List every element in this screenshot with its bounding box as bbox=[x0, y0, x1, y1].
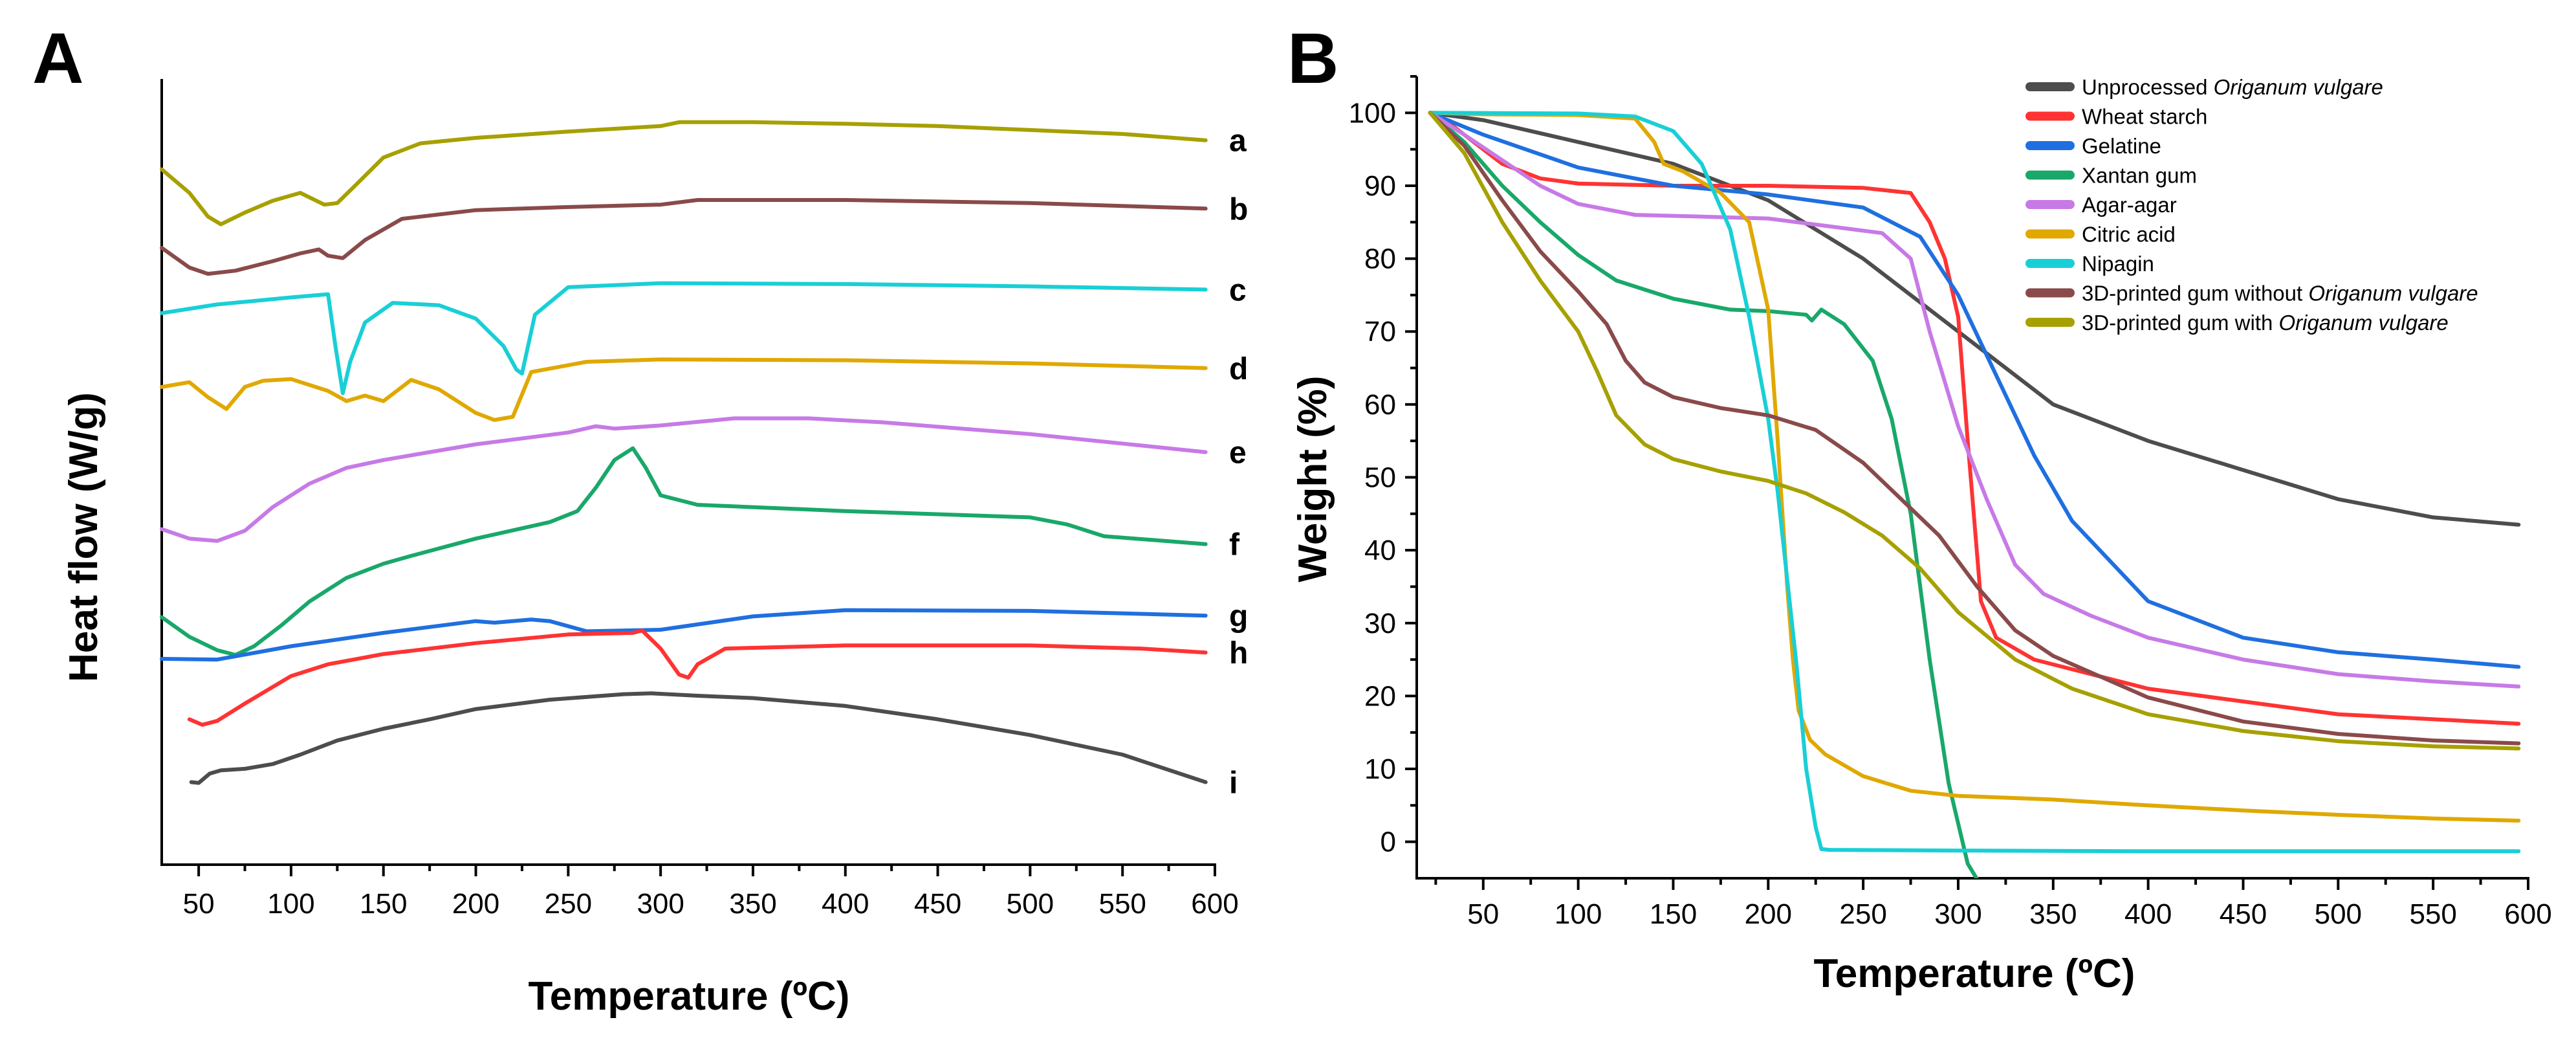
panel-a-x-ticks bbox=[197, 865, 1216, 876]
panel-b-y-tick-label: 50 bbox=[1364, 462, 1396, 494]
panel-b-y-tick-label: 90 bbox=[1364, 170, 1396, 202]
panel-b-x-tick-label: 600 bbox=[2504, 898, 2551, 930]
panel-a-curve-a bbox=[160, 120, 1208, 227]
panel-a-curve-label-a: a bbox=[1229, 124, 1247, 159]
panel-b-legend-label: Wheat starch bbox=[2082, 105, 2207, 129]
panel-b-curve-2 bbox=[1428, 111, 2521, 726]
panel-a-curve-c bbox=[160, 281, 1208, 395]
panel-a-curve-e bbox=[160, 416, 1208, 543]
panel-a-curve-g bbox=[160, 608, 1208, 662]
panel-b: B 50 100 150 200 250 300 350 400 450 500 550 600 0 1… bbox=[1287, 19, 2552, 996]
panel-a-x-tick-label: 150 bbox=[360, 888, 407, 920]
panel-a-curve-h bbox=[187, 628, 1208, 727]
panel-b-x-tick-label: 100 bbox=[1555, 898, 1602, 930]
panel-b-curve-4 bbox=[1428, 111, 1979, 878]
panel-b-legend-label: 3D-printed gum without Origanum vulgare bbox=[2082, 282, 2478, 305]
panel-b-y-axis-title: Weight (%) bbox=[1291, 375, 1335, 582]
panel-a-x-tick-label: 300 bbox=[637, 888, 684, 920]
panel-b-x-tick-label: 400 bbox=[2124, 898, 2172, 930]
panel-a-curve-label-g: g bbox=[1229, 599, 1248, 634]
panel-a-series bbox=[160, 120, 1208, 785]
panel-b-curve-8 bbox=[1428, 111, 2521, 746]
panel-a-x-tick-label: 600 bbox=[1191, 888, 1238, 920]
panel-a-curve-label-i: i bbox=[1229, 766, 1238, 801]
panel-a-curve-label-b: b bbox=[1229, 192, 1248, 227]
panel-b-curve-7 bbox=[1428, 111, 2521, 854]
panel-b-legend-label: Gelatine bbox=[2082, 134, 2161, 158]
panel-a-curve-i bbox=[189, 691, 1208, 785]
panel-a-y-axis-title: Heat flow (W/g) bbox=[61, 392, 106, 682]
panel-b-legend-label: Nipagin bbox=[2082, 252, 2154, 276]
panel-b-curve-9 bbox=[1428, 111, 2521, 751]
panel-b-curve-5 bbox=[1428, 111, 2521, 689]
panel-b-y-tick-label: 40 bbox=[1364, 535, 1396, 566]
panel-a-x-tick-label: 50 bbox=[183, 888, 215, 920]
panel-a-curve-b bbox=[160, 198, 1208, 276]
panel-a: A 50 100 150 200 250 300 350 400 450 500 550 600 ab… bbox=[32, 19, 1248, 1019]
panel-a-x-tick-label: 400 bbox=[822, 888, 869, 920]
panel-b-y-tick-label: 60 bbox=[1364, 389, 1396, 421]
panel-a-curve-label-f: f bbox=[1229, 528, 1240, 562]
panel-a-curve-label-h: h bbox=[1229, 636, 1248, 671]
panel-b-legend-label: Xantan gum bbox=[2082, 164, 2197, 188]
panel-a-curve-f bbox=[160, 446, 1208, 657]
panel-b-x-ticks bbox=[1434, 878, 2529, 890]
panel-b-x-tick-label: 50 bbox=[1467, 898, 1499, 930]
panel-b-x-tick-label: 500 bbox=[2315, 898, 2362, 930]
panel-a-curve-label-c: c bbox=[1229, 273, 1247, 307]
panel-a-curve-d bbox=[160, 357, 1208, 422]
panel-b-curve-3 bbox=[1428, 111, 2521, 669]
panel-a-x-tick-label: 500 bbox=[1007, 888, 1054, 920]
panel-b-y-tick-label: 10 bbox=[1364, 753, 1396, 785]
panel-b-legend-label: Agar-agar bbox=[2082, 193, 2177, 217]
panel-b-x-tick-label: 200 bbox=[1745, 898, 1792, 930]
panel-a-x-tick-label: 100 bbox=[267, 888, 314, 920]
panel-b-y-tick-label: 80 bbox=[1364, 243, 1396, 275]
panel-b-y-tick-label: 30 bbox=[1364, 608, 1396, 639]
panel-b-x-tick-label: 450 bbox=[2220, 898, 2267, 930]
panel-b-legend: Unprocessed Origanum vulgare Wheat starch… bbox=[2025, 75, 2478, 335]
panel-a-curve-label-e: e bbox=[1229, 436, 1247, 471]
panel-a-x-tick-label: 450 bbox=[914, 888, 961, 920]
panel-a-x-tick-label: 250 bbox=[545, 888, 592, 920]
panel-b-y-tick-label: 0 bbox=[1381, 826, 1396, 858]
panel-a-letter: A bbox=[32, 19, 83, 98]
panel-b-legend-label: Unprocessed Origanum vulgare bbox=[2082, 75, 2383, 99]
panel-b-y-tick-label: 20 bbox=[1364, 680, 1396, 712]
panel-a-x-tick-label: 550 bbox=[1098, 888, 1146, 920]
panel-b-y-ticks bbox=[1405, 75, 1417, 843]
panel-b-x-tick-label: 550 bbox=[2409, 898, 2456, 930]
panel-a-curve-label-d: d bbox=[1229, 352, 1248, 386]
panel-b-x-axis-title: Temperature (ºC) bbox=[1814, 951, 2135, 996]
panel-a-curve-labels: ab c d e f gh i bbox=[1229, 124, 1248, 801]
panel-b-y-tick-label: 70 bbox=[1364, 316, 1396, 348]
panel-b-y-tick-label: 100 bbox=[1349, 97, 1396, 129]
panel-b-letter: B bbox=[1287, 19, 1338, 98]
panel-b-x-tick-label: 150 bbox=[1650, 898, 1697, 930]
panel-a-x-tick-label: 350 bbox=[729, 888, 776, 920]
panel-a-x-tick-labels: 50 100 150 200 250 300 350 400 450 500 550 600 bbox=[183, 888, 1239, 920]
panel-a-x-axis-title: Temperature (ºC) bbox=[529, 974, 850, 1019]
panel-b-x-tick-label: 350 bbox=[2029, 898, 2077, 930]
panel-b-y-tick-labels: 0 10 20 30 40 50 60 70 80 90 100 bbox=[1349, 97, 1396, 858]
panel-b-x-tick-labels: 50 100 150 200 250 300 350 400 450 500 550 600 bbox=[1467, 898, 2551, 930]
panel-b-legend-label: 3D-printed gum with Origanum vulgare bbox=[2082, 311, 2449, 335]
panel-a-x-tick-label: 200 bbox=[452, 888, 499, 920]
panel-b-x-tick-label: 250 bbox=[1839, 898, 1886, 930]
panel-b-x-tick-label: 300 bbox=[1934, 898, 1981, 930]
panel-b-legend-label: Citric acid bbox=[2082, 223, 2176, 247]
panel-b-series bbox=[1428, 111, 2521, 878]
